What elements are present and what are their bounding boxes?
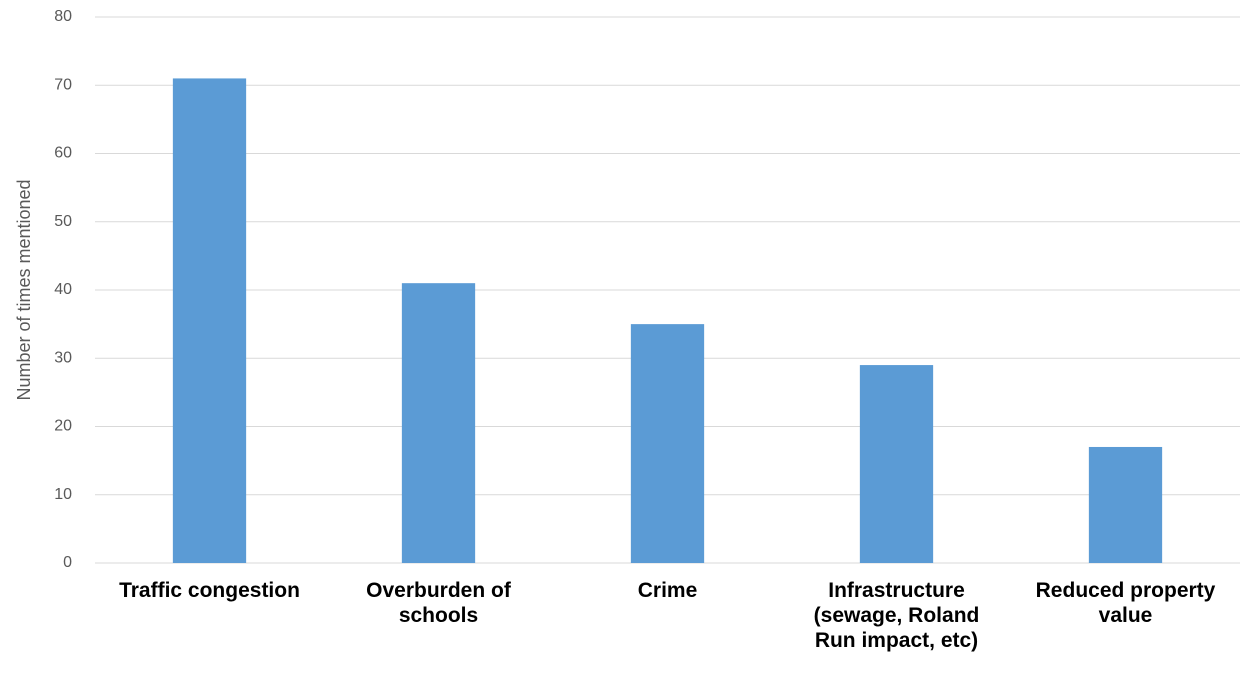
bar — [1088, 446, 1163, 563]
x-tick-label: Overburden of schools — [366, 579, 511, 627]
y-tick-label: 10 — [54, 486, 72, 503]
y-tick-label: 40 — [54, 281, 72, 298]
y-tick-label: 70 — [54, 76, 72, 93]
y-axis-label: Number of times mentioned — [14, 179, 34, 400]
y-tick-label: 50 — [54, 213, 72, 230]
bar — [859, 365, 934, 563]
bar — [401, 283, 476, 563]
x-tick-label: Infrastructure (sewage, Roland Run impac… — [813, 579, 980, 652]
y-tick-label: 80 — [54, 8, 72, 25]
bar — [172, 78, 247, 564]
x-tick-label: Traffic congestion — [119, 579, 300, 602]
y-tick-label: 30 — [54, 349, 72, 366]
y-tick-label: 0 — [63, 554, 72, 571]
y-tick-label: 60 — [54, 145, 72, 162]
bar — [630, 324, 705, 563]
x-tick-label: Crime — [637, 579, 698, 602]
y-tick-label: 20 — [54, 418, 72, 435]
x-tick-label: Reduced property value — [1035, 579, 1216, 627]
